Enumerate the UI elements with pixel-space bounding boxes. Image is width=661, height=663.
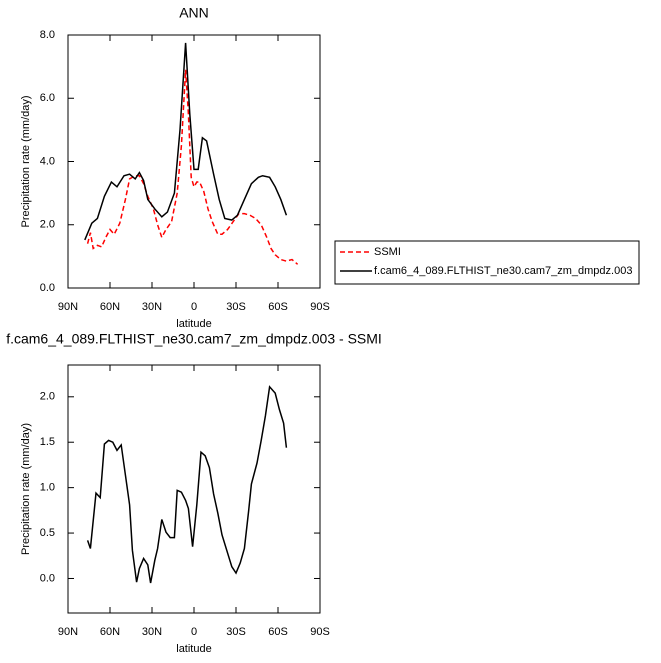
data-line	[86, 69, 299, 265]
x-tick-label: 30N	[142, 626, 162, 638]
x-tick-label: 60S	[268, 626, 288, 638]
x-axis-label: latitude	[176, 643, 211, 655]
data-line	[86, 385, 288, 584]
x-tick-label: 0	[191, 626, 197, 638]
x-tick-label: 0	[191, 301, 197, 313]
x-tick-label: 90S	[310, 626, 330, 638]
x-tick-label: 30N	[142, 301, 162, 313]
x-tick-label: 30S	[226, 301, 246, 313]
y-tick-label: 0.0	[40, 282, 55, 294]
y-tick-label: 1.5	[40, 436, 55, 448]
x-tick-label: 60S	[268, 301, 288, 313]
y-tick-label: 2.0	[40, 391, 55, 403]
y-axis-label: Precipitation rate (mm/day)	[20, 95, 32, 227]
x-tick-label: 60N	[100, 626, 120, 638]
legend-label: SSMI	[374, 246, 401, 258]
x-tick-label: 60N	[100, 301, 120, 313]
data-line	[84, 42, 288, 241]
x-tick-label: 90S	[310, 301, 330, 313]
x-tick-label: 90N	[58, 626, 78, 638]
y-tick-label: 8.0	[40, 29, 55, 41]
y-tick-label: 2.0	[40, 219, 55, 231]
x-tick-label: 90N	[58, 301, 78, 313]
y-tick-label: 0.0	[40, 572, 55, 584]
x-axis-label: latitude	[176, 318, 211, 330]
x-tick-label: 30S	[226, 626, 246, 638]
chart-title: f.cam6_4_089.FLTHIST_ne30.cam7_zm_dmpdz.…	[6, 331, 382, 347]
y-tick-label: 1.0	[40, 482, 55, 494]
y-tick-label: 4.0	[40, 155, 55, 167]
y-axis-label: Precipitation rate (mm/day)	[20, 423, 32, 555]
plot-frame	[67, 364, 321, 614]
y-tick-label: 0.5	[40, 527, 55, 539]
y-tick-label: 6.0	[40, 92, 55, 104]
legend-box	[334, 240, 640, 285]
legend-label: f.cam6_4_089.FLTHIST_ne30.cam7_zm_dmpdz.…	[374, 265, 632, 277]
chart-title: ANN	[179, 5, 209, 21]
